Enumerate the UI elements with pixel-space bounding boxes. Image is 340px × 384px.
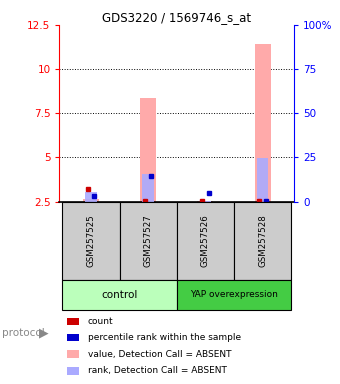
Text: YAP overexpression: YAP overexpression [190, 290, 278, 299]
Bar [62, 280, 177, 310]
Bar [85, 192, 97, 202]
Bar [83, 199, 99, 202]
Text: GSM257526: GSM257526 [201, 214, 210, 267]
Bar [67, 367, 80, 374]
Bar [234, 202, 291, 280]
Bar [67, 318, 80, 325]
Text: control: control [101, 290, 138, 300]
Title: GDS3220 / 1569746_s_at: GDS3220 / 1569746_s_at [102, 11, 251, 24]
Bar [140, 98, 156, 202]
Text: value, Detection Call = ABSENT: value, Detection Call = ABSENT [88, 349, 231, 359]
Bar [62, 202, 120, 280]
Text: rank, Detection Call = ABSENT: rank, Detection Call = ABSENT [88, 366, 226, 376]
Bar [257, 158, 268, 202]
Bar [177, 202, 234, 280]
Text: GSM257528: GSM257528 [258, 214, 267, 267]
Text: ▶: ▶ [39, 327, 49, 340]
Text: protocol: protocol [2, 328, 45, 338]
Bar [120, 202, 177, 280]
Text: count: count [88, 317, 113, 326]
Bar [142, 174, 154, 202]
Bar [67, 334, 80, 341]
Text: percentile rank within the sample: percentile rank within the sample [88, 333, 241, 342]
Bar [255, 45, 271, 202]
Bar [67, 351, 80, 358]
Text: GSM257525: GSM257525 [86, 214, 96, 267]
Text: GSM257527: GSM257527 [144, 214, 153, 267]
Bar [177, 280, 291, 310]
